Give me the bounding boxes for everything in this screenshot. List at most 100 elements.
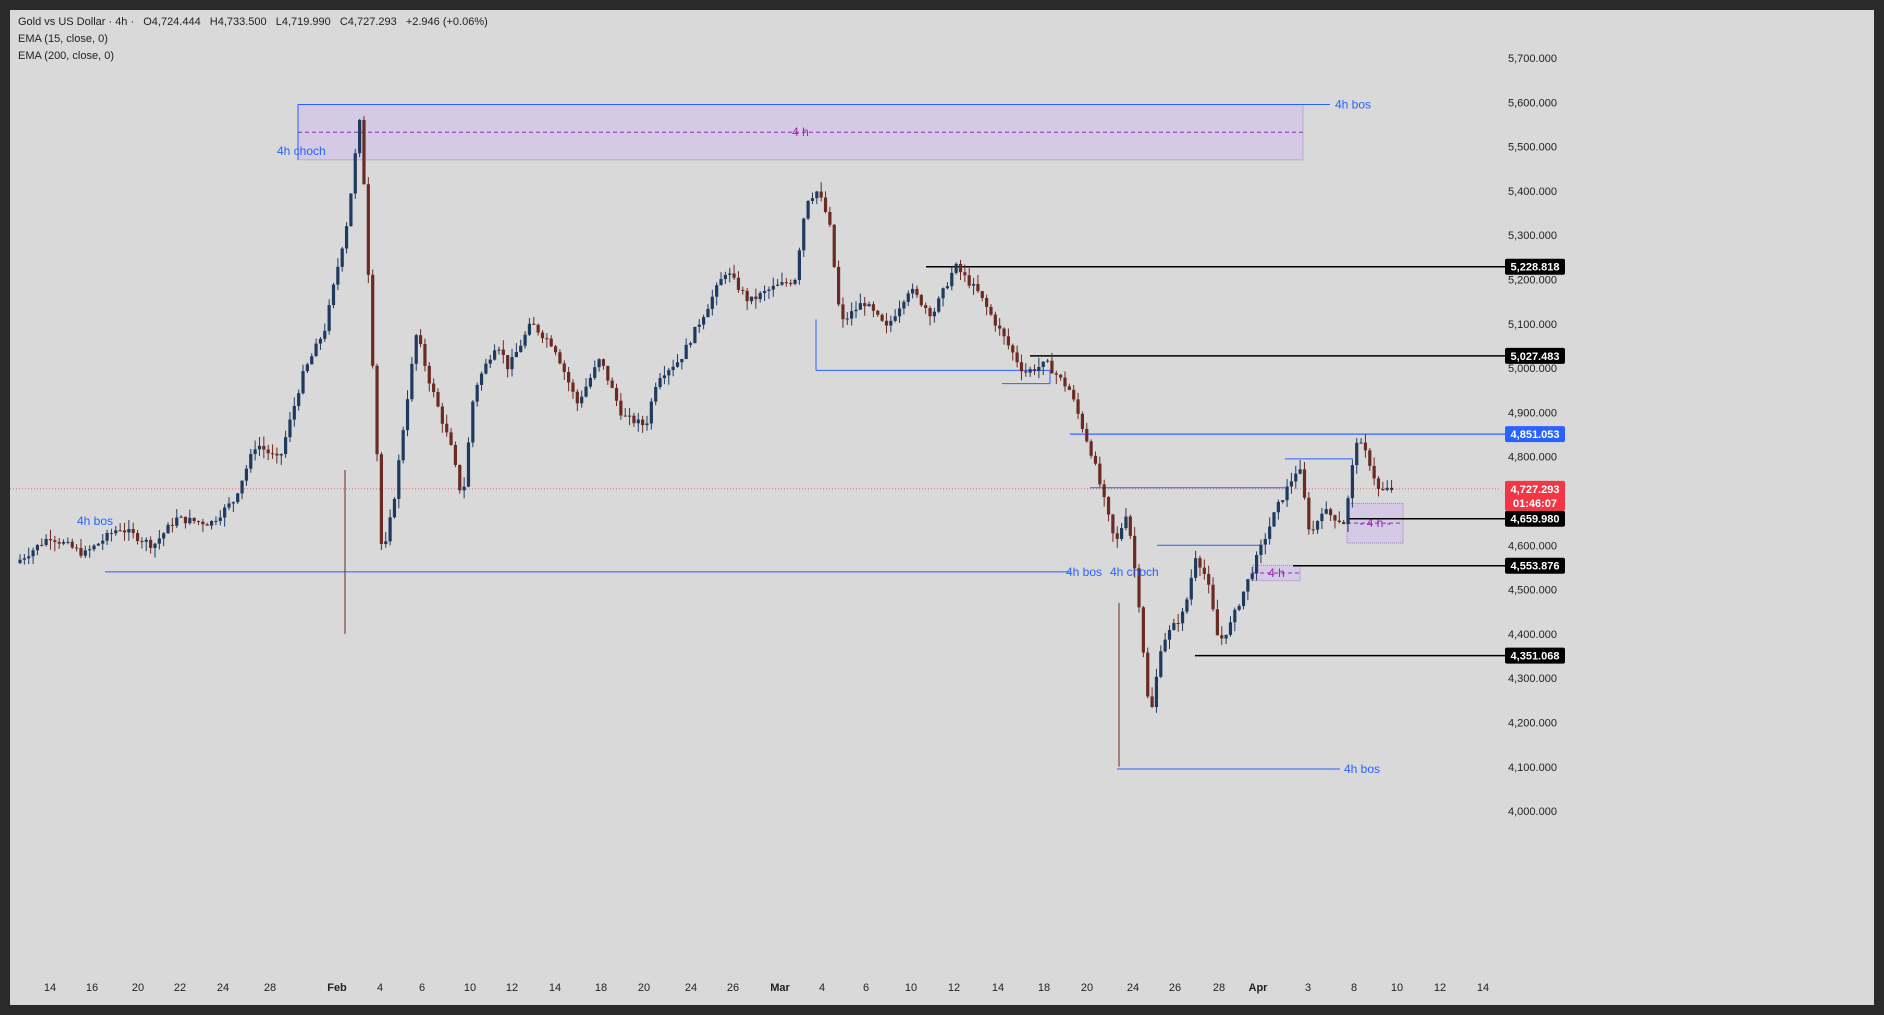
candle	[340, 246, 344, 272]
candle	[153, 542, 157, 558]
candle-body	[453, 444, 458, 465]
price-level-tag: 5,228.818	[1505, 258, 1565, 275]
candle	[358, 118, 362, 158]
candle-body	[1189, 577, 1193, 600]
candle	[1189, 569, 1193, 606]
candle	[214, 516, 218, 526]
candle	[641, 415, 645, 433]
candle-body	[540, 332, 545, 339]
candle	[53, 535, 57, 552]
candle-body	[797, 250, 801, 280]
candle	[279, 453, 283, 465]
candle	[836, 260, 841, 307]
candle	[1146, 647, 1150, 699]
candle	[1085, 422, 1089, 443]
candle-body	[179, 516, 183, 518]
candle-body	[231, 502, 235, 504]
candle-body	[1028, 369, 1032, 373]
candle-body	[501, 349, 505, 356]
candle	[1159, 645, 1163, 679]
candle	[767, 286, 771, 299]
candle	[240, 480, 244, 500]
candle	[549, 335, 553, 348]
candle	[553, 344, 558, 356]
candle	[127, 520, 131, 541]
x-tick-label: 26	[727, 982, 739, 994]
candle	[980, 290, 984, 302]
candle-body	[1276, 501, 1280, 513]
candle	[758, 291, 762, 303]
candle	[270, 444, 275, 460]
candle-body	[1194, 558, 1198, 578]
candle-body	[371, 274, 375, 366]
candle-body	[749, 296, 754, 302]
candle	[950, 266, 954, 291]
candle-body	[710, 296, 714, 309]
candle	[728, 267, 732, 283]
candle-body	[937, 298, 941, 312]
candle-body	[458, 464, 462, 491]
candlestick-chart[interactable]: 5,700.000 5,600.000 5,500.000 5,400.000 5,30…	[10, 10, 1874, 1005]
candle-body	[479, 373, 484, 385]
candle-body	[1329, 509, 1333, 516]
candle-body	[1389, 487, 1394, 490]
candle	[688, 341, 693, 348]
candle-body	[1224, 634, 1228, 639]
candle	[1059, 373, 1063, 381]
candle	[305, 362, 309, 374]
candle-body	[88, 549, 92, 551]
candle-body	[240, 480, 244, 494]
candle-body	[645, 423, 649, 426]
candle	[101, 534, 105, 551]
price-tag-label: 4,351.068	[1511, 651, 1560, 663]
x-tick-label: 14	[44, 982, 56, 994]
x-tick-label: 24	[1127, 982, 1139, 994]
candle	[414, 333, 418, 371]
candle-body	[48, 538, 53, 541]
candle-body	[1050, 360, 1054, 374]
candle-body	[284, 437, 288, 455]
candle	[1045, 358, 1050, 363]
candle-body	[989, 306, 993, 315]
current-price-tag: 4,727.293 01:46:07	[1505, 480, 1565, 511]
candle-body	[897, 308, 902, 317]
ema-200-legend[interactable]: EMA (200, close, 0)	[18, 50, 114, 62]
candle-body	[1333, 515, 1337, 521]
candle-body	[514, 352, 518, 358]
candle-body	[702, 317, 706, 325]
candle-body	[288, 419, 292, 438]
candle-body	[697, 324, 701, 327]
candle-body	[741, 289, 745, 291]
candle-body	[301, 371, 305, 394]
price-tag-label: 5,027.483	[1511, 351, 1560, 363]
candle	[1067, 383, 1071, 391]
candle	[75, 544, 79, 552]
candle	[876, 309, 880, 317]
candle	[1342, 520, 1346, 525]
candle-body	[1102, 484, 1106, 498]
candle	[945, 282, 950, 290]
candle-body	[292, 406, 296, 420]
candle	[1211, 577, 1215, 612]
candle-body	[101, 540, 105, 544]
candle-body	[823, 197, 828, 212]
candle-body	[1259, 544, 1263, 555]
candle-body	[1185, 599, 1189, 612]
candle	[1172, 618, 1176, 631]
candle	[227, 497, 231, 511]
candle-body	[379, 454, 383, 544]
candle	[958, 259, 963, 281]
candle-body	[1268, 526, 1272, 539]
candle	[493, 344, 497, 361]
candle	[815, 190, 819, 205]
candle-body	[1150, 696, 1154, 708]
candle-body	[745, 290, 749, 302]
candle	[1254, 551, 1259, 581]
candle	[1163, 632, 1167, 653]
ema-15-legend[interactable]: EMA (15, close, 0)	[18, 33, 108, 45]
candle-body	[884, 320, 889, 326]
candle-body	[27, 556, 31, 559]
candle-body	[597, 359, 601, 368]
candle-countdown: 01:46:07	[1513, 498, 1557, 510]
x-tick-label: 22	[174, 982, 186, 994]
